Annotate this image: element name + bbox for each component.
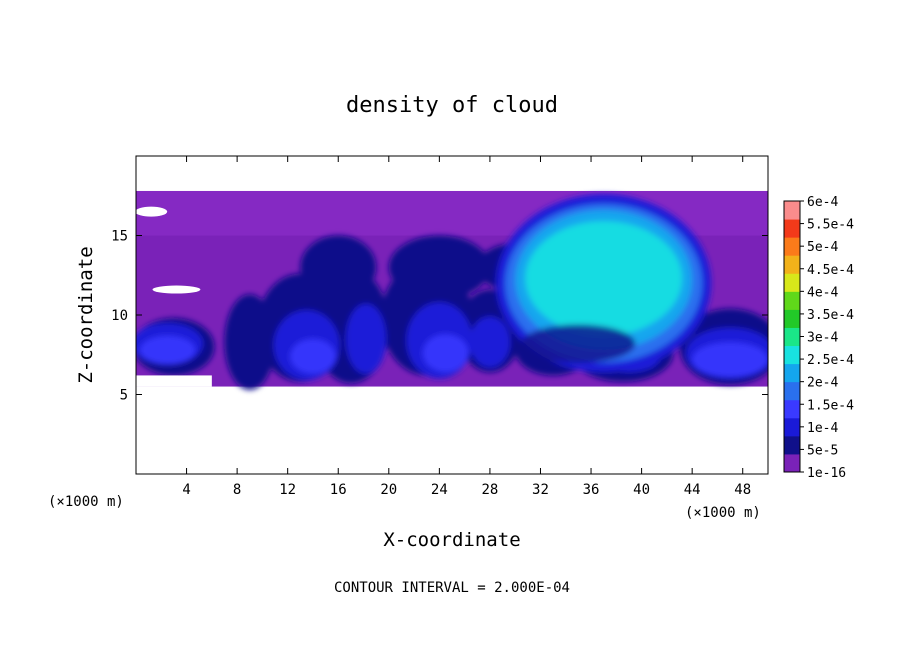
- gap-left-mid: [152, 285, 201, 294]
- x-axis-title: X-coordinate: [383, 529, 520, 551]
- x-tick-label: 36: [583, 482, 600, 498]
- colorbar-level-label: 4.5e-4: [807, 263, 854, 278]
- density-region-5e-5: [388, 235, 490, 300]
- colorbar-swatch: [784, 219, 800, 238]
- colorbar-swatch: [784, 201, 800, 220]
- colorbar-swatch: [784, 435, 800, 455]
- x-tick-label: 16: [330, 482, 347, 498]
- density-contours: [136, 190, 768, 390]
- x-tick-label: 20: [380, 482, 397, 498]
- colorbar-level-label: 5.5e-4: [807, 218, 854, 233]
- colorbar-swatch: [784, 417, 800, 437]
- gap-lower-left: [136, 375, 212, 387]
- colorbar-level-label: 4e-4: [807, 285, 838, 300]
- density-region-1.5e-4: [290, 338, 336, 374]
- x-tick-label: 28: [481, 482, 498, 498]
- colorbar-level-label: 1e-16: [807, 466, 846, 481]
- colorbar-swatch: [784, 363, 800, 383]
- colorbar-swatch: [784, 273, 800, 292]
- colorbar-swatch: [784, 399, 800, 419]
- x-tick-label: 4: [182, 482, 190, 498]
- density-region-1e-4: [345, 303, 387, 374]
- colorbar-level-label: 1.5e-4: [807, 398, 854, 413]
- colorbar-swatch: [784, 237, 800, 256]
- colorbar-level-label: 2e-4: [807, 376, 838, 391]
- x-axis-ticks: 4 8 12 16 20 24 28 32 36 40 44 48: [182, 156, 751, 498]
- dome-underside: [521, 324, 636, 363]
- density-region-1.5e-4: [692, 342, 768, 378]
- x-tick-label: 40: [633, 482, 650, 498]
- y-tick-label: 5: [120, 388, 128, 404]
- colorbar-level-label: 5e-4: [807, 240, 838, 255]
- colorbar-swatch: [784, 309, 800, 328]
- plot-area: [136, 156, 768, 474]
- y-tick-label: 15: [111, 229, 128, 245]
- cloud-gaps: [136, 206, 212, 387]
- y-axis-title: Z-coordinate: [75, 246, 97, 383]
- colorbar-level-label: 1e-4: [807, 421, 838, 436]
- gap-upper-left: [136, 206, 168, 217]
- density-region-1.5e-4: [422, 334, 469, 373]
- density-region-1e-4: [469, 316, 511, 368]
- x-tick-label: 32: [532, 482, 549, 498]
- colorbar-swatch: [784, 381, 800, 401]
- colorbar-swatch: [784, 453, 800, 473]
- x-tick-label: 44: [684, 482, 701, 498]
- density-blobs: [136, 194, 768, 390]
- cloud-density-field: [136, 190, 768, 390]
- colorbar: 1e-16 5e-5 1e-4 1.5e-4 2e-4 2.5e-4 3e-4 3.5e-4 4…: [783, 195, 854, 481]
- colorbar-swatch: [784, 345, 800, 365]
- contour-interval-note: CONTOUR INTERVAL = 2.000E-04: [334, 580, 570, 596]
- colorbar-level-label: 5e-5: [807, 443, 838, 458]
- colorbar-swatch: [784, 327, 800, 347]
- colorbar-level-label: 2.5e-4: [807, 353, 854, 368]
- y-tick-label: 10: [111, 308, 128, 324]
- x-tick-label: 12: [279, 482, 296, 498]
- colorbar-level-label: 3.5e-4: [807, 308, 854, 323]
- density-region-5e-5: [300, 235, 377, 300]
- colorbar-level-label: 3e-4: [807, 331, 838, 346]
- x-unit-label-left: (×1000 m): [48, 494, 124, 510]
- x-unit-label-right: (×1000 m): [685, 505, 761, 521]
- x-tick-label: 24: [431, 482, 448, 498]
- chart-title: density of cloud: [346, 93, 558, 118]
- density-region-1.5e-4: [139, 335, 196, 365]
- colorbar-swatch: [784, 255, 800, 274]
- colorbar-level-label: 6e-4: [807, 195, 838, 210]
- colorbar-swatch: [784, 291, 800, 310]
- x-tick-label: 48: [734, 482, 751, 498]
- dome-core: [525, 221, 683, 336]
- y-axis-ticks: 5 10 15: [111, 229, 768, 404]
- x-tick-label: 8: [233, 482, 241, 498]
